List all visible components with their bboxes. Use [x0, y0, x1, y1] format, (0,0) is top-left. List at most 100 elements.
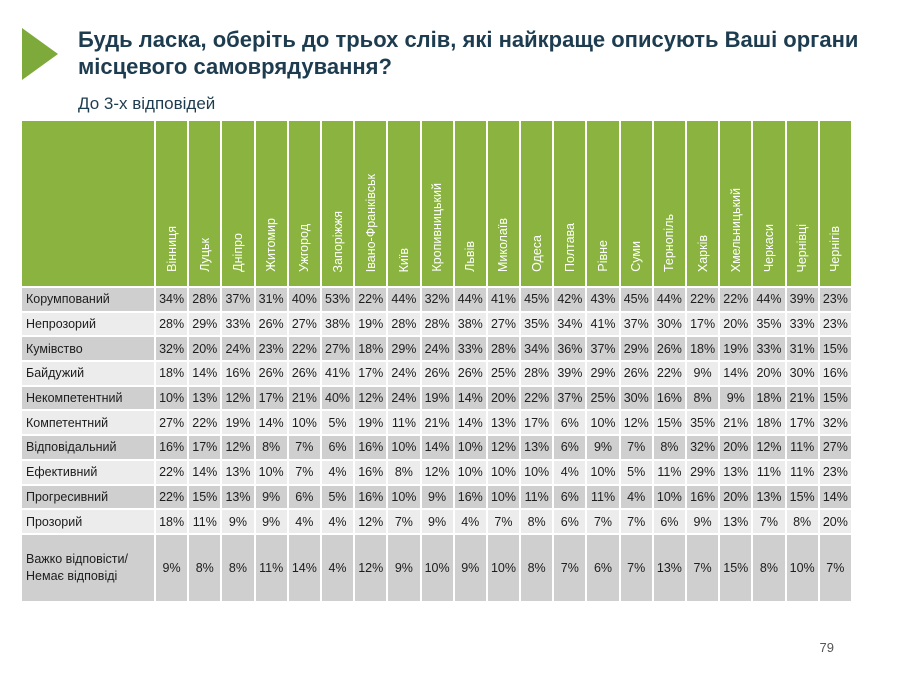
value-cell: 21%	[288, 386, 320, 410]
value-cell: 30%	[786, 362, 818, 385]
value-cell: 8%	[786, 510, 818, 533]
column-header-city: Луцьк	[189, 121, 221, 286]
row-label: Непрозорий	[22, 312, 154, 336]
value-cell: 41%	[587, 312, 619, 336]
city-label: Дніпро	[230, 233, 245, 272]
page-number: 79	[819, 640, 834, 655]
table-body: Корумпований 34% 28% 37% 31% 40% 53% 22% 44% 32% 4…	[22, 288, 851, 601]
value-cell: 8%	[653, 436, 685, 459]
value-cell: 18%	[687, 337, 719, 361]
value-cell: 29%	[388, 337, 420, 361]
results-table: Вінниця Луцьк Дніпро Житомир Ужгород Запоріжж…	[20, 119, 853, 603]
value-cell: 26%	[255, 312, 287, 336]
table-row: Непрозорий 28% 29% 33% 26% 27% 38% 19% 28% 28% 38%…	[22, 312, 851, 336]
value-cell: 9%	[156, 534, 188, 601]
table-row: Кумівство 32% 20% 24% 23% 22% 27% 18% 29% 24% 33% 2…	[22, 337, 851, 361]
value-cell: 39%	[786, 288, 818, 311]
value-cell: 12%	[222, 436, 254, 459]
value-cell: 11%	[786, 460, 818, 484]
value-cell: 10%	[786, 534, 818, 601]
table-row: Прозорий 18% 11% 9% 9% 4% 4% 12% 7% 9% 4% 7% 8% 6% 7% 7…	[22, 510, 851, 533]
value-cell: 18%	[753, 411, 785, 435]
value-cell: 37%	[587, 337, 619, 361]
value-cell: 53%	[321, 288, 354, 311]
value-cell: 19%	[355, 411, 387, 435]
value-cell: 22%	[521, 386, 553, 410]
value-cell: 7%	[587, 510, 619, 533]
value-cell: 10%	[587, 411, 619, 435]
value-cell: 35%	[521, 312, 553, 336]
value-cell: 12%	[355, 534, 387, 601]
value-cell: 20%	[487, 386, 520, 410]
city-label: Одеса	[529, 235, 544, 272]
row-label: Важко відповісти/Немає відповіді	[22, 534, 154, 601]
city-label: Львів	[463, 241, 478, 272]
value-cell: 6%	[288, 485, 320, 509]
value-cell: 13%	[222, 485, 254, 509]
value-cell: 16%	[222, 362, 254, 385]
value-cell: 11%	[587, 485, 619, 509]
value-cell: 11%	[753, 460, 785, 484]
value-cell: 45%	[521, 288, 553, 311]
value-cell: 10%	[288, 411, 320, 435]
value-cell: 27%	[288, 312, 320, 336]
value-cell: 8%	[753, 534, 785, 601]
row-label: Некомпетентний	[22, 386, 154, 410]
city-label: Житомир	[264, 218, 279, 272]
column-header-city: Кропивницький	[421, 121, 453, 286]
value-cell: 19%	[720, 337, 752, 361]
value-cell: 33%	[454, 337, 486, 361]
table-row: Байдужий 18% 14% 16% 26% 26% 41% 17% 24% 26% 26% 25…	[22, 362, 851, 385]
value-cell: 22%	[720, 288, 752, 311]
value-cell: 45%	[620, 288, 652, 311]
page-subtitle: До 3-х відповідей	[78, 94, 216, 113]
value-cell: 17%	[786, 411, 818, 435]
value-cell: 6%	[587, 534, 619, 601]
value-cell: 4%	[288, 510, 320, 533]
value-cell: 13%	[720, 510, 752, 533]
value-cell: 16%	[454, 485, 486, 509]
value-cell: 22%	[653, 362, 685, 385]
value-cell: 6%	[554, 485, 586, 509]
value-cell: 7%	[620, 534, 652, 601]
city-label: Івано-Франківськ	[363, 173, 378, 272]
value-cell: 27%	[819, 436, 851, 459]
value-cell: 27%	[487, 312, 520, 336]
value-cell: 23%	[819, 312, 851, 336]
value-cell: 20%	[753, 362, 785, 385]
column-header-city: Полтава	[554, 121, 586, 286]
value-cell: 4%	[321, 510, 354, 533]
value-cell: 9%	[388, 534, 420, 601]
value-cell: 33%	[786, 312, 818, 336]
value-cell: 21%	[421, 411, 453, 435]
value-cell: 31%	[786, 337, 818, 361]
column-header-city: Івано-Франківськ	[355, 121, 387, 286]
value-cell: 7%	[620, 510, 652, 533]
value-cell: 4%	[620, 485, 652, 509]
value-cell: 10%	[421, 534, 453, 601]
value-cell: 13%	[222, 460, 254, 484]
value-cell: 35%	[753, 312, 785, 336]
value-cell: 12%	[355, 386, 387, 410]
value-cell: 9%	[255, 510, 287, 533]
value-cell: 11%	[521, 485, 553, 509]
value-cell: 7%	[288, 436, 320, 459]
row-label: Байдужий	[22, 362, 154, 385]
value-cell: 8%	[222, 534, 254, 601]
value-cell: 30%	[620, 386, 652, 410]
value-cell: 14%	[189, 460, 221, 484]
value-cell: 37%	[620, 312, 652, 336]
value-cell: 7%	[487, 510, 520, 533]
row-label: Ефективний	[22, 460, 154, 484]
value-cell: 22%	[156, 460, 188, 484]
column-header-city: Ужгород	[288, 121, 320, 286]
table-row: Важко відповісти/Немає відповіді 9% 8% 8% 11…	[22, 534, 851, 601]
value-cell: 9%	[687, 362, 719, 385]
value-cell: 34%	[156, 288, 188, 311]
value-cell: 15%	[653, 411, 685, 435]
value-cell: 9%	[421, 485, 453, 509]
value-cell: 14%	[454, 411, 486, 435]
value-cell: 28%	[487, 337, 520, 361]
row-label: Корумпований	[22, 288, 154, 311]
value-cell: 16%	[355, 485, 387, 509]
